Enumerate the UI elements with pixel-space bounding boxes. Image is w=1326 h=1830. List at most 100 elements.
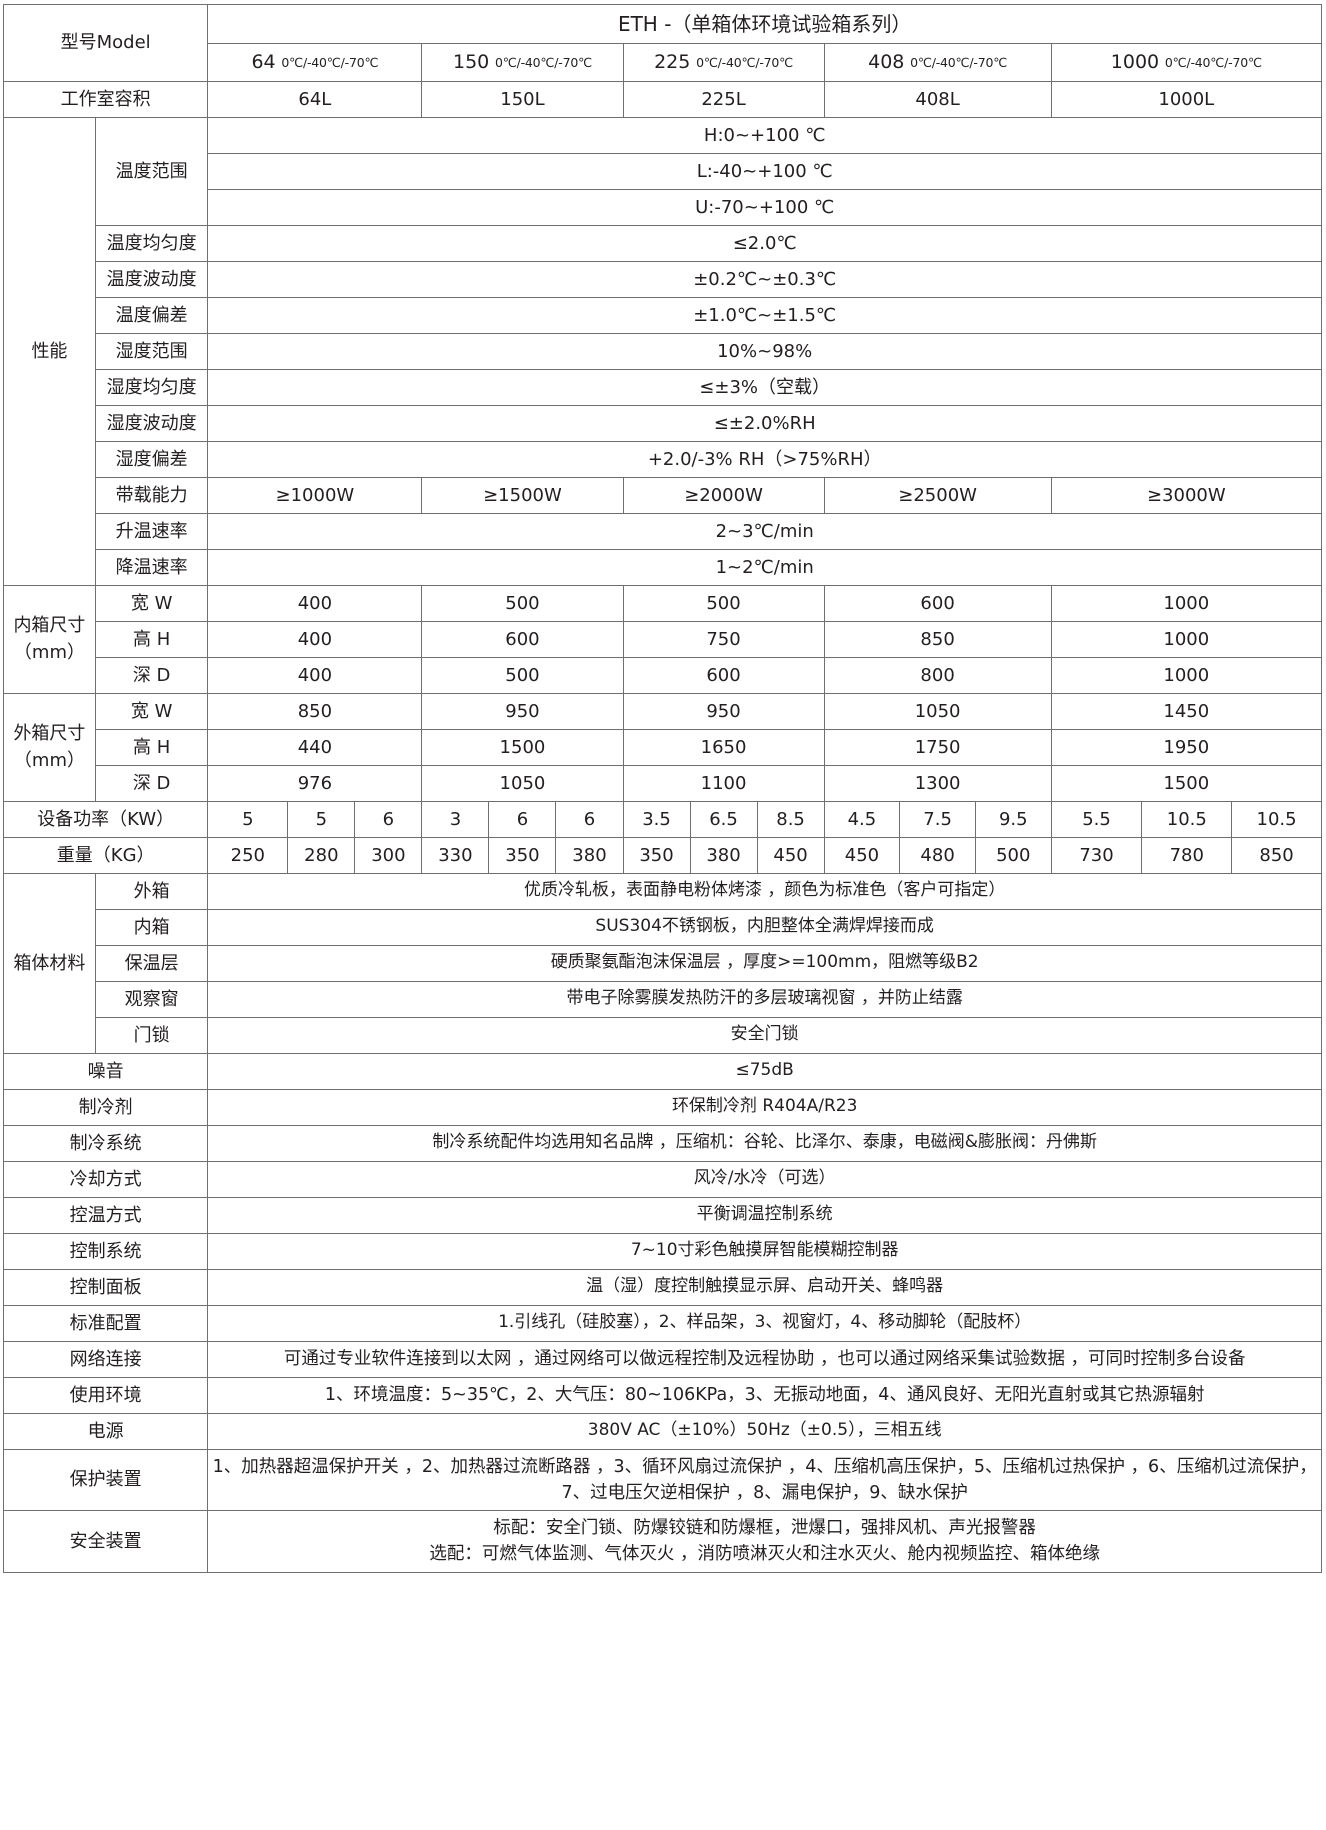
model-code-0: 64 bbox=[251, 51, 276, 73]
weight-value-5: 380 bbox=[555, 836, 624, 874]
cool-rate-value: 1~2℃/min bbox=[207, 548, 1322, 586]
model-temps-3: 0℃/-40℃/-70℃ bbox=[910, 55, 1008, 70]
inner-dim-0-2: 500 bbox=[622, 584, 825, 622]
table-row-temp-uniformity: 温度均匀度 ≤2.0℃ bbox=[4, 224, 1322, 262]
spec-label-10: 电源 bbox=[2, 1412, 209, 1450]
model-label: 型号Model bbox=[2, 4, 209, 82]
power-value-14: 10.5 bbox=[1231, 800, 1322, 838]
inner-dim-label-2: 深 D bbox=[94, 656, 209, 694]
spec-value-9: 1、环境温度：5~35℃，2、大气压：80~106KPa，3、无振动地面，4、通… bbox=[207, 1376, 1322, 1414]
power-value-9: 4.5 bbox=[823, 800, 901, 838]
table-row-material-lock: 门锁 安全门锁 bbox=[4, 1016, 1322, 1054]
table-row-outer-depth: 深 D 976 1050 1100 1300 1500 bbox=[4, 764, 1323, 802]
outer-dim-1-1: 1500 bbox=[421, 728, 624, 766]
spec-label-9: 使用环境 bbox=[2, 1376, 209, 1414]
cool-rate-label: 降温速率 bbox=[94, 548, 209, 586]
weight-value-0: 250 bbox=[207, 836, 289, 874]
safety-line-optional: 选配：可燃气体监测、气体灭火 ，消防喷淋灭火和注水灭火、舱内视频监控、箱体绝缘 bbox=[429, 1544, 1100, 1565]
volume-value-2: 225L bbox=[622, 80, 825, 118]
material-label-3: 观察窗 bbox=[94, 980, 209, 1018]
table-row-refrigerant: 制冷剂 环保制冷剂 R404A/R23 bbox=[2, 1088, 1322, 1126]
table-row-power: 设备功率（KW） 5 5 6 3 6 6 3.5 6.5 8.5 4.5 7.5… bbox=[2, 800, 1322, 838]
table-row-refrigeration-system: 制冷系统 制冷系统配件均选用知名品牌 ，压缩机：谷轮、比泽尔、泰康，电磁阀&膨胀… bbox=[2, 1124, 1322, 1162]
table-row-control-system: 控制系统 7~10寸彩色触摸屏智能模糊控制器 bbox=[2, 1232, 1322, 1270]
spec-sheet: 型号Model ETH -（单箱体环境试验箱系列） 64 0℃/-40℃/-70… bbox=[0, 4, 1326, 1573]
outer-dim-2-3: 1300 bbox=[823, 764, 1052, 802]
model-cell-0: 64 0℃/-40℃/-70℃ bbox=[207, 43, 423, 82]
outer-dim-2-2: 1100 bbox=[622, 764, 825, 802]
temp-range-value-2: U:-70~+100 ℃ bbox=[207, 188, 1322, 226]
table-row-inner-width: 内箱尺寸 （mm） 宽 W 400 500 500 600 1000 bbox=[3, 584, 1323, 694]
inner-dim-label-0: 宽 W bbox=[94, 584, 209, 622]
table-row-temp-fluctuation: 温度波动度 ±0.2℃~±0.3℃ bbox=[4, 260, 1322, 298]
model-cell-3: 408 0℃/-40℃/-70℃ bbox=[823, 43, 1052, 82]
table-row-outer-height: 高 H 440 1500 1650 1750 1950 bbox=[4, 728, 1323, 766]
inner-dim-group-label: 内箱尺寸 （mm） bbox=[3, 584, 96, 694]
perf-label-6: 湿度偏差 bbox=[94, 440, 209, 478]
material-value-2: 硬质聚氨酯泡沫保温层 ，厚度>=100mm，阻燃等级B2 bbox=[207, 944, 1322, 982]
power-value-4: 6 bbox=[488, 800, 557, 838]
table-row-operating-env: 使用环境 1、环境温度：5~35℃，2、大气压：80~106KPa，3、无振动地… bbox=[2, 1376, 1322, 1414]
spec-value-2: 制冷系统配件均选用知名品牌 ，压缩机：谷轮、比泽尔、泰康，电磁阀&膨胀阀：丹佛斯 bbox=[207, 1124, 1322, 1162]
weight-value-12: 730 bbox=[1050, 836, 1143, 874]
weight-value-4: 350 bbox=[488, 836, 557, 874]
spec-value-5: 7~10寸彩色触摸屏智能模糊控制器 bbox=[207, 1232, 1322, 1270]
table-row-noise: 噪音 ≤75dB bbox=[2, 1052, 1322, 1090]
table-row-inner-depth: 深 D 400 500 600 800 1000 bbox=[4, 656, 1323, 694]
table-row-heating-rate: 升温速率 2~3℃/min bbox=[4, 512, 1322, 550]
model-temps-2: 0℃/-40℃/-70℃ bbox=[696, 55, 794, 70]
model-cell-1: 150 0℃/-40℃/-70℃ bbox=[421, 43, 624, 82]
volume-value-3: 408L bbox=[823, 80, 1052, 118]
outer-dim-2-0: 976 bbox=[207, 764, 423, 802]
spec-label-8: 网络连接 bbox=[2, 1340, 209, 1378]
table-row-protection-devices: 保护装置 1、加热器超温保护开关 ，2、加热器过流断路器 ，3、循环风扇过流保护… bbox=[2, 1448, 1322, 1511]
spec-value-8: 可通过专业软件连接到以太网 ，通过网络可以做远程控制及远程协助 ，也可以通过网络… bbox=[207, 1340, 1322, 1378]
load-value-0: ≥1000W bbox=[207, 476, 423, 514]
weight-value-2: 300 bbox=[354, 836, 423, 874]
inner-dim-unit: （mm） bbox=[13, 642, 85, 663]
table-row-material-window: 观察窗 带电子除雾膜发热防汗的多层玻璃视窗 ，并防止结露 bbox=[4, 980, 1322, 1018]
safety-line-standard: 标配：安全门锁、防爆铰链和防爆框，泄爆口，强排风机、声光报警器 bbox=[493, 1518, 1036, 1538]
series-title: ETH -（单箱体环境试验箱系列） bbox=[207, 4, 1322, 44]
outer-dim-group-label: 外箱尺寸 （mm） bbox=[3, 692, 96, 802]
perf-value-2: ±1.0℃~±1.5℃ bbox=[207, 296, 1322, 334]
spec-label-6: 控制面板 bbox=[2, 1268, 209, 1306]
weight-value-14: 850 bbox=[1231, 836, 1322, 874]
inner-dim-0-3: 600 bbox=[823, 584, 1052, 622]
outer-dim-1-3: 1750 bbox=[823, 728, 1052, 766]
outer-dim-2-1: 1050 bbox=[421, 764, 624, 802]
inner-dim-2-3: 800 bbox=[823, 656, 1052, 694]
table-row-weight: 重量（KG） 250 280 300 330 350 380 350 380 4… bbox=[2, 836, 1322, 874]
outer-dim-0-1: 950 bbox=[421, 692, 624, 730]
table-row-volume: 工作室容积 64L 150L 225L 408L 1000L bbox=[2, 80, 1323, 118]
model-cell-2: 225 0℃/-40℃/-70℃ bbox=[622, 43, 825, 82]
temp-range-label: 温度范围 bbox=[94, 116, 209, 226]
volume-label: 工作室容积 bbox=[2, 80, 209, 118]
heat-rate-label: 升温速率 bbox=[94, 512, 209, 550]
table-row-model-codes: 64 0℃/-40℃/-70℃ 150 0℃/-40℃/-70℃ 225 0℃/… bbox=[4, 43, 1323, 82]
inner-dim-1-3: 850 bbox=[823, 620, 1052, 658]
spec-value-3: 风冷/水冷（可选） bbox=[207, 1160, 1322, 1198]
outer-dim-label-2: 深 D bbox=[94, 764, 209, 802]
table-row-power-supply: 电源 380V AC（±10%）50Hz（±0.5），三相五线 bbox=[2, 1412, 1322, 1450]
spec-label-4: 控温方式 bbox=[2, 1196, 209, 1234]
perf-label-1: 温度波动度 bbox=[94, 260, 209, 298]
table-row-humidity-uniformity: 湿度均匀度 ≤±3%（空载） bbox=[4, 368, 1322, 406]
model-code-2: 225 bbox=[654, 51, 691, 73]
inner-dim-2-1: 500 bbox=[421, 656, 624, 694]
spec-label-1: 制冷剂 bbox=[2, 1088, 209, 1126]
model-cell-4: 1000 0℃/-40℃/-70℃ bbox=[1050, 43, 1323, 82]
table-row-outer-width: 外箱尺寸 （mm） 宽 W 850 950 950 1050 1450 bbox=[3, 692, 1323, 802]
power-value-10: 7.5 bbox=[899, 800, 976, 838]
inner-dim-0-0: 400 bbox=[207, 584, 423, 622]
perf-label-4: 湿度均匀度 bbox=[94, 368, 209, 406]
spec-label-7: 标准配置 bbox=[2, 1304, 209, 1342]
table-row-humidity-deviation: 湿度偏差 +2.0/-3% RH（>75%RH） bbox=[4, 440, 1322, 478]
weight-value-6: 350 bbox=[622, 836, 691, 874]
table-row-load-capacity: 带载能力 ≥1000W ≥1500W ≥2000W ≥2500W ≥3000W bbox=[4, 476, 1323, 514]
outer-dim-label-1: 高 H bbox=[94, 728, 209, 766]
power-value-8: 8.5 bbox=[756, 800, 825, 838]
material-label-4: 门锁 bbox=[94, 1016, 209, 1054]
inner-dim-title: 内箱尺寸 bbox=[13, 615, 86, 636]
outer-dim-2-4: 1500 bbox=[1050, 764, 1323, 802]
